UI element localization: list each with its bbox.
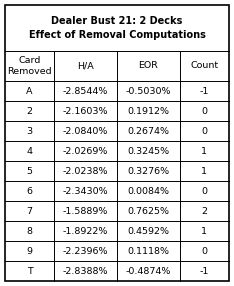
Text: 1: 1 <box>201 227 207 235</box>
Text: 3: 3 <box>27 126 33 136</box>
Text: 0.7625%: 0.7625% <box>127 206 169 215</box>
Text: -1.5889%: -1.5889% <box>63 206 108 215</box>
Text: 4: 4 <box>27 146 33 156</box>
Text: 1: 1 <box>201 146 207 156</box>
Text: 2: 2 <box>201 206 207 215</box>
Text: -1: -1 <box>200 267 209 275</box>
Text: -2.8388%: -2.8388% <box>63 267 108 275</box>
Text: -0.4874%: -0.4874% <box>126 267 171 275</box>
Text: 1: 1 <box>201 166 207 176</box>
Text: 2: 2 <box>27 106 33 116</box>
Text: Dealer Bust 21: 2 Decks: Dealer Bust 21: 2 Decks <box>51 16 183 26</box>
Text: T: T <box>27 267 33 275</box>
Text: -1.8922%: -1.8922% <box>63 227 108 235</box>
Text: 0.4592%: 0.4592% <box>127 227 169 235</box>
Text: EOR: EOR <box>139 61 158 71</box>
Text: 0.1118%: 0.1118% <box>127 247 169 255</box>
Text: 0.2674%: 0.2674% <box>127 126 169 136</box>
Text: -2.3430%: -2.3430% <box>63 186 108 196</box>
Text: Card
Removed: Card Removed <box>7 56 52 76</box>
Text: -0.5030%: -0.5030% <box>126 86 171 96</box>
Text: 8: 8 <box>27 227 33 235</box>
Text: 7: 7 <box>27 206 33 215</box>
Text: Count: Count <box>190 61 218 71</box>
Text: 0: 0 <box>201 126 207 136</box>
Text: 5: 5 <box>27 166 33 176</box>
Text: 6: 6 <box>27 186 33 196</box>
Text: Effect of Removal Computations: Effect of Removal Computations <box>29 30 205 40</box>
Text: 0.3245%: 0.3245% <box>127 146 169 156</box>
Text: -2.2396%: -2.2396% <box>63 247 108 255</box>
Text: -2.0840%: -2.0840% <box>63 126 108 136</box>
Text: -1: -1 <box>200 86 209 96</box>
Text: 0: 0 <box>201 106 207 116</box>
Text: H/A: H/A <box>77 61 94 71</box>
Text: 9: 9 <box>27 247 33 255</box>
Text: -2.1603%: -2.1603% <box>63 106 108 116</box>
Text: 0: 0 <box>201 186 207 196</box>
Text: A: A <box>26 86 33 96</box>
Text: -2.0238%: -2.0238% <box>63 166 108 176</box>
Text: 0.0084%: 0.0084% <box>127 186 169 196</box>
Text: -2.0269%: -2.0269% <box>63 146 108 156</box>
Text: 0.1912%: 0.1912% <box>127 106 169 116</box>
Text: -2.8544%: -2.8544% <box>63 86 108 96</box>
Text: 0: 0 <box>201 247 207 255</box>
Text: 0.3276%: 0.3276% <box>127 166 169 176</box>
